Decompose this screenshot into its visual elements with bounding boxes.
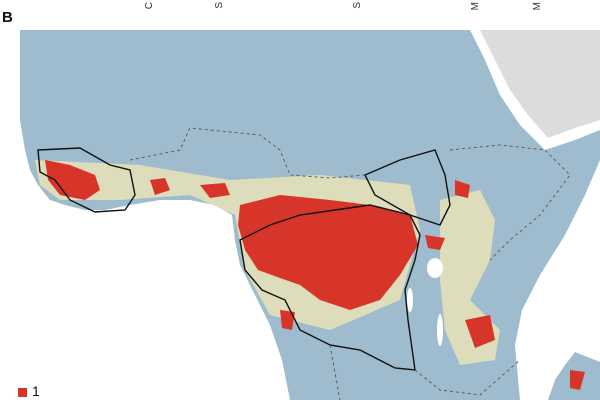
study-border xyxy=(37,147,451,371)
high-suitability xyxy=(45,160,585,390)
header-fragment: C xyxy=(144,2,155,9)
header-fragment: S xyxy=(214,2,225,9)
country-border xyxy=(129,127,571,400)
lake xyxy=(407,258,443,346)
legend-label: 1 xyxy=(32,383,40,399)
header-fragment: S xyxy=(352,2,363,9)
header-fragment: M xyxy=(532,2,543,10)
panel-label: B xyxy=(2,9,13,26)
arabia xyxy=(480,30,600,138)
legend-swatch xyxy=(18,388,27,397)
header-fragment: M xyxy=(470,2,481,10)
